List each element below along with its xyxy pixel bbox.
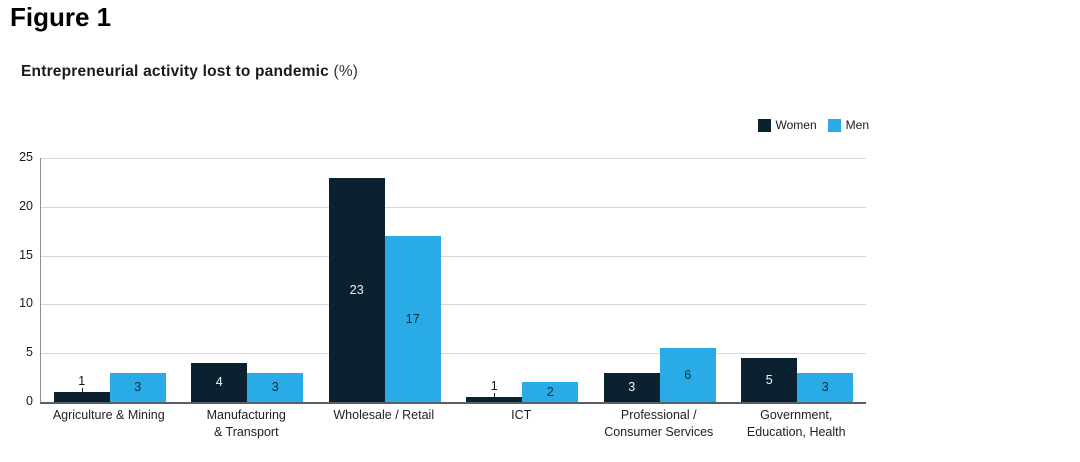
legend-label-women: Women [775, 118, 817, 132]
bar-women-4: 1 [466, 379, 523, 402]
bar-value-label: 3 [628, 380, 636, 395]
bar-value-label: 3 [821, 380, 829, 395]
bar-value-label: 4 [215, 375, 223, 390]
y-tick-label-15: 15 [19, 247, 33, 262]
bar-value-label: 5 [765, 373, 773, 388]
grid-line-5 [41, 353, 866, 355]
bar-value-label: 6 [684, 368, 692, 383]
y-tick-label-25: 25 [19, 150, 33, 164]
bar-value-label: 1 [78, 374, 86, 389]
x-category-label-2: Manufacturing & Transport [206, 408, 286, 439]
bar-value-label: 17 [405, 312, 420, 327]
bar-women-5: 3 [603, 372, 660, 402]
bar-value-label: 23 [349, 282, 364, 297]
y-tick-label-10: 10 [19, 296, 33, 311]
grid-line-10 [41, 304, 866, 306]
x-category-label-3: Wholesale / Retail [333, 408, 435, 422]
figure-label: Figure 1 [10, 2, 112, 32]
grid-line-15 [41, 255, 866, 257]
label-leader-tick [81, 388, 83, 396]
y-axis-tick-labels: 0 5 10 15 20 25 [0, 150, 33, 408]
label-leader-tick [494, 393, 496, 401]
bar-men-1: 3 [109, 372, 166, 402]
bar-women-2: 4 [191, 362, 248, 402]
grid-line-25 [41, 158, 866, 159]
bar-value-label: 2 [546, 385, 554, 400]
legend: Women Men [757, 118, 869, 132]
bar-women-1: 1 [53, 374, 110, 402]
bar-women-6: 5 [741, 358, 798, 402]
chart-title: Entrepreneurial activity lost to pandemi… [21, 63, 358, 81]
bar-men-5: 6 [659, 348, 716, 402]
chart-title-text: Entrepreneurial activity lost to pandemi… [21, 63, 329, 80]
bar-women-3: 23 [328, 177, 385, 402]
legend-swatch-men [827, 118, 841, 132]
y-tick-label-0: 0 [26, 394, 33, 408]
legend-item-men: Men [827, 118, 869, 132]
y-tick-label-20: 20 [19, 198, 33, 213]
bar-group-3: 23 17 [316, 158, 454, 402]
grid-line-20 [41, 206, 866, 208]
bar-value-label: 3 [271, 380, 279, 395]
bar-value-label: 1 [490, 379, 498, 394]
x-category-label-5: Professional / Consumer Services [604, 408, 714, 439]
x-category-label-4: ICT [511, 408, 532, 422]
x-category-label-1: Agriculture & Mining [52, 408, 165, 422]
chart-title-suffix: (%) [333, 63, 359, 80]
x-category-label-6: Government, Education, Health [746, 408, 846, 439]
bar-value-label: 3 [134, 380, 142, 395]
legend-label-men: Men [845, 118, 869, 132]
bar-men-2: 3 [247, 372, 304, 402]
bar-men-4: 2 [522, 382, 579, 402]
legend-item-women: Women [757, 118, 817, 132]
legend-swatch-women [757, 118, 771, 132]
plot-area: 1 3 4 3 23 17 1 2 3 6 5 3 [40, 158, 866, 404]
bar-men-3: 17 [384, 236, 441, 402]
y-tick-label-5: 5 [26, 345, 33, 360]
bar-men-6: 3 [797, 372, 854, 402]
